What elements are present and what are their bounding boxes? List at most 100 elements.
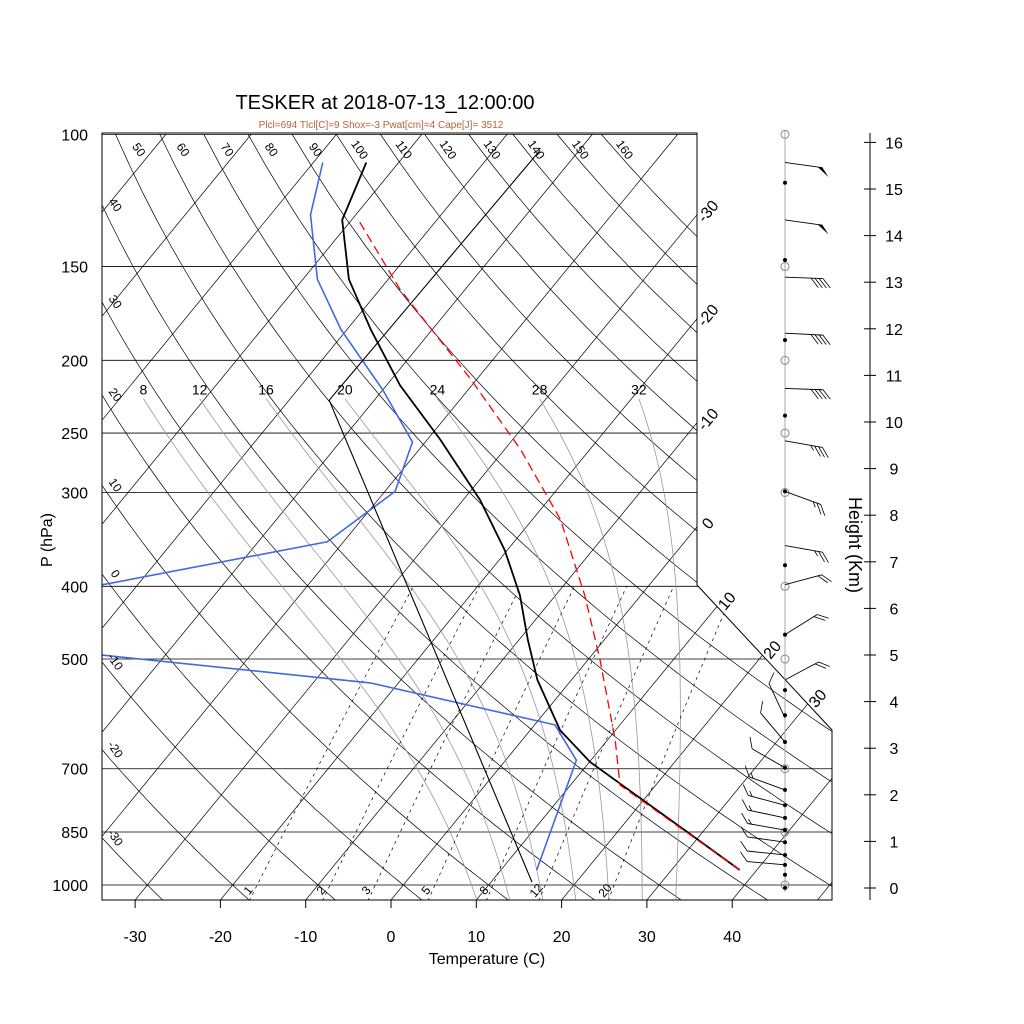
wind-barb-half-feather bbox=[748, 805, 753, 812]
wind-barb-feather bbox=[810, 389, 819, 400]
wind-barb-half-feather bbox=[748, 818, 752, 825]
x-tick-label: 30 bbox=[638, 929, 656, 946]
wind-barb-pennant bbox=[817, 224, 829, 235]
wind-barb-feather bbox=[814, 278, 823, 288]
wind-barb-staff bbox=[768, 683, 786, 719]
dry-adiabat-label: 70 bbox=[218, 140, 237, 159]
sounding-series bbox=[102, 149, 741, 883]
isobar-marker-circle bbox=[780, 129, 790, 139]
wind-barb bbox=[740, 826, 786, 843]
isotherm-label: 10 bbox=[715, 589, 740, 614]
wind-barb-feather bbox=[818, 278, 827, 289]
wind-barb-staff bbox=[784, 440, 823, 448]
dry-adiabat-line bbox=[556, 134, 832, 900]
dry-adiabat-line bbox=[102, 134, 337, 900]
wind-barb bbox=[784, 440, 829, 458]
height-tick-label: 9 bbox=[890, 462, 899, 479]
dry-adiabat-line bbox=[102, 134, 510, 900]
wind-barb-staff bbox=[747, 861, 786, 866]
isobar-marker-circle bbox=[780, 827, 790, 837]
isotherm-line bbox=[102, 134, 422, 900]
height-tick-label: 4 bbox=[890, 695, 899, 712]
chart-title: TESKER at 2018-07-13_12:00:00 bbox=[235, 92, 534, 114]
wind-barb bbox=[784, 545, 829, 563]
wind-barb-staff bbox=[784, 162, 823, 169]
height-tick-label: 6 bbox=[890, 601, 899, 618]
wind-barb-staff bbox=[760, 712, 786, 743]
data-level-dot bbox=[783, 563, 787, 568]
moist-adiabat-line bbox=[344, 398, 577, 900]
dewpoint-line bbox=[102, 162, 578, 871]
wind-barb bbox=[784, 219, 829, 235]
isotherm-line bbox=[134, 134, 764, 900]
moist-adiabat-line bbox=[199, 398, 511, 900]
wind-barb-feather bbox=[814, 389, 823, 400]
pressure-tick-label: 400 bbox=[61, 579, 88, 596]
height-axis-label: Height (Km) bbox=[845, 497, 865, 593]
wind-barb-feather bbox=[818, 661, 830, 667]
wind-barb-feather bbox=[760, 701, 764, 714]
height-tick-label: 13 bbox=[885, 275, 903, 292]
height-tick-label: 8 bbox=[890, 508, 899, 525]
wind-barb-feather bbox=[818, 446, 825, 458]
wind-barb-half-feather bbox=[750, 772, 754, 779]
isotherm-label: 30 bbox=[806, 687, 831, 712]
pressure-tick-label: 300 bbox=[61, 486, 88, 503]
height-tick-label: 14 bbox=[885, 229, 903, 246]
dry-adiabat-line bbox=[247, 134, 832, 900]
wind-barb-feather bbox=[741, 812, 748, 824]
pressure-tick-label: 1000 bbox=[52, 878, 88, 895]
dry-adiabat-label: 160 bbox=[613, 137, 636, 162]
wind-barb-feather bbox=[810, 334, 819, 345]
wind-barb-pennant bbox=[817, 167, 829, 178]
wind-barb bbox=[784, 614, 829, 636]
moist-adiabat-label: 16 bbox=[258, 382, 274, 398]
wind-barb-feather bbox=[741, 799, 749, 811]
isotherm-line bbox=[102, 134, 508, 900]
wind-barb-feather bbox=[816, 502, 822, 515]
wind-barb-feather bbox=[818, 389, 827, 400]
wind-barb bbox=[784, 332, 831, 345]
dry-adiabat-line bbox=[102, 134, 164, 900]
wind-barbs bbox=[739, 129, 832, 892]
y-axis-label: P (hPa) bbox=[39, 513, 56, 567]
dry-adiabat-line bbox=[102, 134, 683, 900]
dry-adiabat-line bbox=[468, 134, 832, 900]
wind-barb bbox=[741, 799, 786, 819]
wind-barb-feather bbox=[814, 334, 823, 345]
wind-barb-half-feather bbox=[749, 790, 753, 797]
wind-barb-feather bbox=[768, 672, 775, 684]
wind-barb bbox=[742, 784, 786, 806]
height-tick-label: 12 bbox=[885, 322, 903, 339]
height-tick-label: 7 bbox=[890, 555, 899, 572]
wind-barb bbox=[744, 765, 786, 791]
dry-adiabat-line bbox=[291, 134, 832, 900]
wind-barb bbox=[784, 276, 831, 289]
mixing-ratio-line bbox=[367, 586, 521, 900]
wind-barb-feather bbox=[742, 784, 749, 796]
x-tick-label: -30 bbox=[124, 929, 147, 946]
wind-barb-feather bbox=[739, 851, 748, 862]
dry-adiabat-label: 40 bbox=[106, 195, 125, 214]
wind-barb-half-feather bbox=[814, 550, 818, 557]
wind-barb-staff bbox=[784, 219, 823, 226]
wind-barb-feather bbox=[822, 551, 829, 563]
dry-adiabat-label: 50 bbox=[129, 140, 148, 159]
wind-barb-half-feather bbox=[810, 445, 814, 451]
data-level-dot bbox=[783, 257, 787, 262]
isobar-marker-circle bbox=[780, 355, 790, 365]
mixing-ratio-label: 12 bbox=[527, 881, 547, 900]
wind-barb bbox=[768, 672, 786, 719]
dry-adiabat-label: 140 bbox=[525, 137, 548, 162]
height-tick-label: 1 bbox=[890, 834, 899, 851]
x-tick-label: -10 bbox=[294, 929, 317, 946]
wind-barb-feather bbox=[822, 334, 831, 345]
pressure-tick-label: 500 bbox=[61, 652, 88, 669]
height-tick-label: 5 bbox=[890, 648, 899, 665]
dry-adiabat-line bbox=[102, 134, 251, 900]
isotherm-label: -10 bbox=[695, 406, 723, 435]
wind-barb-feather bbox=[821, 574, 832, 583]
dry-adiabat-label: 110 bbox=[393, 138, 416, 162]
wind-barb bbox=[784, 574, 832, 586]
